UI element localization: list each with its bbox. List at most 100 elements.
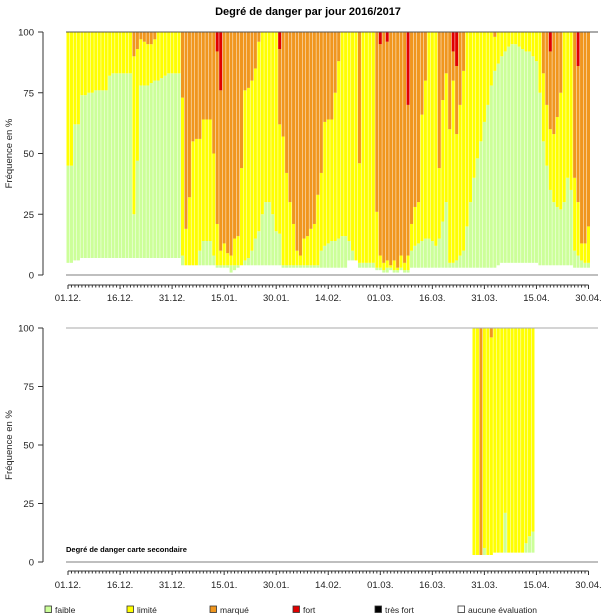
bar-segment-aucune-evaluation xyxy=(583,267,587,275)
bar-segment-aucune-evaluation xyxy=(264,265,268,275)
bar-segment-faible xyxy=(285,265,289,268)
bar-segment-faible xyxy=(167,73,171,258)
bar-segment-marque xyxy=(555,32,559,118)
bar-segment-marque xyxy=(559,32,563,93)
bar-segment-faible xyxy=(219,265,223,268)
bar-segment-faible xyxy=(489,85,493,268)
bar-segment-marque xyxy=(146,32,150,45)
bar-segment-faible xyxy=(163,75,167,258)
bar-segment-faible xyxy=(257,231,261,266)
bar-segment-limite xyxy=(226,253,230,266)
bar-segment-aucune-evaluation xyxy=(521,262,525,275)
bar-segment-faible xyxy=(302,265,306,268)
bar-segment-limite xyxy=(354,32,358,261)
bar-segment-faible xyxy=(448,262,452,268)
bar-segment-limite xyxy=(108,32,112,76)
bar-segment-limite xyxy=(87,32,91,93)
bar-segment-limite xyxy=(312,223,316,266)
bar-segment-aucune-evaluation xyxy=(246,265,250,275)
x-tick-label: 31.03. xyxy=(471,293,497,304)
bar-segment-faible xyxy=(503,51,507,263)
bar-segment-limite xyxy=(302,238,306,266)
bar-segment-marque xyxy=(580,32,584,244)
x-tick-label: 14.02. xyxy=(315,293,341,304)
x-tick-label: 31.03. xyxy=(471,580,497,591)
bar-segment-limite xyxy=(153,39,157,81)
legend-swatch xyxy=(126,605,134,613)
bar-segment-faible xyxy=(524,51,528,263)
bar-segment-faible xyxy=(469,202,473,268)
bar-segment-faible xyxy=(80,95,84,258)
y-tick-label: 50 xyxy=(23,149,34,160)
bar-segment-limite xyxy=(458,104,462,256)
bar-segment-faible xyxy=(97,90,101,258)
bar-segment-aucune-evaluation xyxy=(260,265,264,275)
bar-segment-aucune-evaluation xyxy=(531,552,535,562)
bar-segment-aucune-evaluation xyxy=(503,262,507,275)
bar-segment-aucune-evaluation xyxy=(298,267,302,275)
x-tick-label: 30.01. xyxy=(263,580,289,591)
bar-segment-limite xyxy=(437,168,441,239)
bar-segment-limite xyxy=(552,134,556,203)
bar-segment-faible xyxy=(90,92,94,258)
bar-segment-faible xyxy=(462,250,466,268)
x-tick-label: 16.12. xyxy=(107,293,133,304)
bar-segment-limite xyxy=(528,32,532,52)
bar-segment-fort xyxy=(385,32,389,42)
x-tick-label: 01.03. xyxy=(367,293,393,304)
bar-segment-marque xyxy=(451,51,455,81)
bar-segment-aucune-evaluation xyxy=(160,257,164,275)
bar-segment-limite xyxy=(416,202,420,244)
bar-segment-aucune-evaluation xyxy=(559,265,563,275)
bar-segment-faible xyxy=(368,262,372,268)
bar-segment-aucune-evaluation xyxy=(430,267,434,275)
bar-segment-limite xyxy=(271,32,275,215)
legend-swatch xyxy=(457,605,465,613)
bar-segment-marque xyxy=(215,51,219,224)
bar-segment-aucune-evaluation xyxy=(357,267,361,275)
bar-segment-aucune-evaluation xyxy=(90,257,94,275)
bar-segment-aucune-evaluation xyxy=(149,257,153,275)
bar-segment-marque xyxy=(448,32,452,130)
bar-segment-limite xyxy=(385,260,389,268)
bar-segment-marque xyxy=(541,32,545,74)
bar-segment-limite xyxy=(285,172,289,266)
bar-segment-aucune-evaluation xyxy=(295,267,299,275)
bar-segment-limite xyxy=(177,32,181,74)
bar-segment-limite xyxy=(260,32,264,215)
bar-segment-fort xyxy=(219,32,223,91)
bar-segment-faible xyxy=(566,177,570,266)
bar-segment-faible xyxy=(208,240,212,266)
bar-segment-faible xyxy=(142,85,146,258)
y-axis-label: Fréquence en % xyxy=(4,118,15,188)
bar-segment-faible xyxy=(69,165,73,263)
x-tick-label: 01.12. xyxy=(55,580,81,591)
bar-segment-aucune-evaluation xyxy=(285,267,289,275)
y-tick-label: 50 xyxy=(23,441,34,452)
bar-segment-aucune-evaluation xyxy=(351,260,355,275)
bar-segment-marque xyxy=(437,32,441,169)
bar-segment-aucune-evaluation xyxy=(489,554,493,562)
bar-segment-fort xyxy=(576,32,580,67)
bar-segment-marque xyxy=(198,32,202,139)
bar-segment-limite xyxy=(170,32,174,74)
bar-segment-aucune-evaluation xyxy=(371,267,375,275)
bar-segment-aucune-evaluation xyxy=(257,265,261,275)
bar-segment-aucune-evaluation xyxy=(128,257,132,275)
bar-segment-limite xyxy=(298,255,302,266)
bar-segment-limite xyxy=(149,44,153,84)
bar-segment-faible xyxy=(160,78,164,258)
bar-segment-marque xyxy=(298,32,302,256)
bar-segment-aucune-evaluation xyxy=(118,257,122,275)
bar-segment-limite xyxy=(101,32,105,91)
bar-segment-marque xyxy=(423,32,427,81)
bar-segment-limite xyxy=(375,211,379,268)
bar-segment-aucune-evaluation xyxy=(167,257,171,275)
bar-segment-aucune-evaluation xyxy=(312,267,316,275)
bar-segment-aucune-evaluation xyxy=(420,267,424,275)
bar-segment-faible xyxy=(118,73,122,258)
bar-segment-limite xyxy=(479,32,483,142)
bar-segment-limite xyxy=(187,197,191,266)
bar-segment-marque xyxy=(462,32,466,71)
x-tick-label: 16.12. xyxy=(107,580,133,591)
